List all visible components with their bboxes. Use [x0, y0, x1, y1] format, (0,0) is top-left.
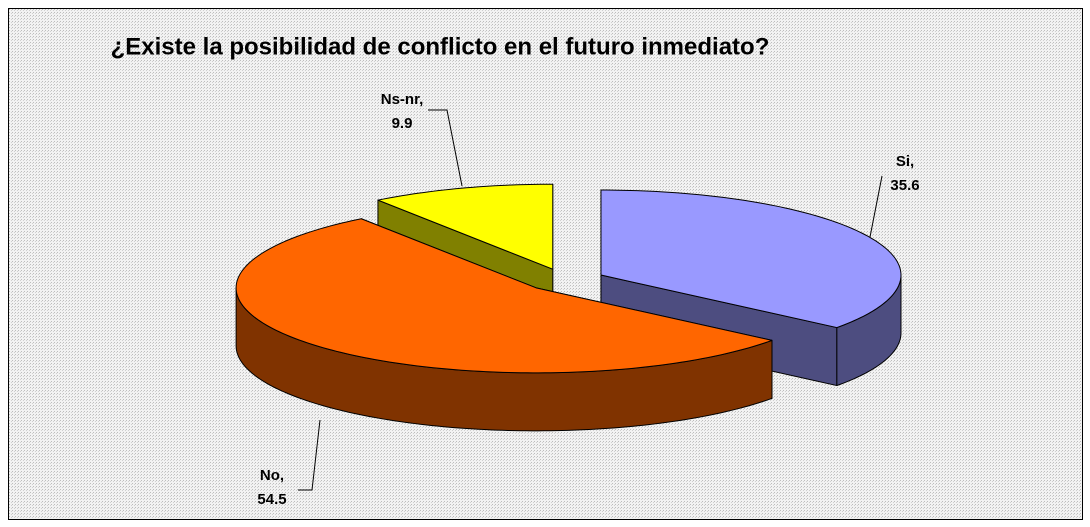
leader-line [428, 109, 463, 187]
pie [235, 183, 902, 432]
data-label-category: No, [260, 467, 284, 484]
data-label-value: 35.6 [890, 177, 919, 194]
data-label-category: Si, [896, 153, 914, 170]
leader-line [298, 419, 321, 491]
slice [235, 218, 773, 374]
data-label-category: Ns-nr, [381, 91, 424, 108]
slice [377, 183, 554, 270]
leader-line [869, 175, 883, 238]
data-label-value: 54.5 [257, 491, 286, 508]
data-label-value: 9.9 [392, 115, 413, 132]
data-labels: Si, 35.6 No, 54.5 Ns-nr, 9.9 [257, 91, 919, 508]
chart-title: ¿Existe la posibilidad de conflicto en e… [111, 33, 770, 60]
slice [600, 189, 902, 329]
